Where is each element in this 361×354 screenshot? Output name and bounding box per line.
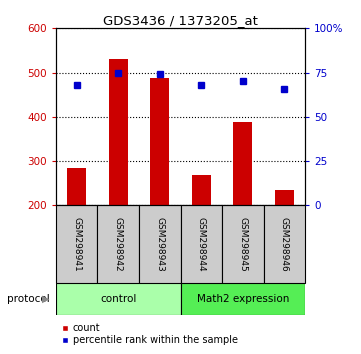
Text: ▶: ▶ (42, 294, 49, 304)
Bar (151, 78, 169, 205)
Bar (109, 59, 127, 205)
Bar (234, 122, 252, 205)
Text: protocol: protocol (7, 294, 50, 304)
Text: control: control (100, 294, 136, 304)
Bar (192, 175, 210, 205)
Bar (264, 205, 305, 283)
Title: GDS3436 / 1373205_at: GDS3436 / 1373205_at (103, 14, 258, 27)
Text: GSM298945: GSM298945 (238, 217, 247, 272)
Bar (180, 205, 222, 283)
Bar (97, 205, 139, 283)
Text: GSM298946: GSM298946 (280, 217, 289, 272)
Bar (222, 205, 264, 283)
Text: GSM298943: GSM298943 (155, 217, 164, 272)
Text: GSM298942: GSM298942 (114, 217, 123, 272)
Bar (180, 283, 305, 315)
Bar (56, 205, 97, 283)
Bar (56, 283, 180, 315)
Bar (68, 168, 86, 205)
Text: GSM298944: GSM298944 (197, 217, 206, 272)
Legend: count, percentile rank within the sample: count, percentile rank within the sample (57, 319, 242, 349)
Text: Math2 expression: Math2 expression (197, 294, 289, 304)
Text: GSM298941: GSM298941 (72, 217, 81, 272)
Bar (275, 190, 293, 205)
Bar (139, 205, 180, 283)
